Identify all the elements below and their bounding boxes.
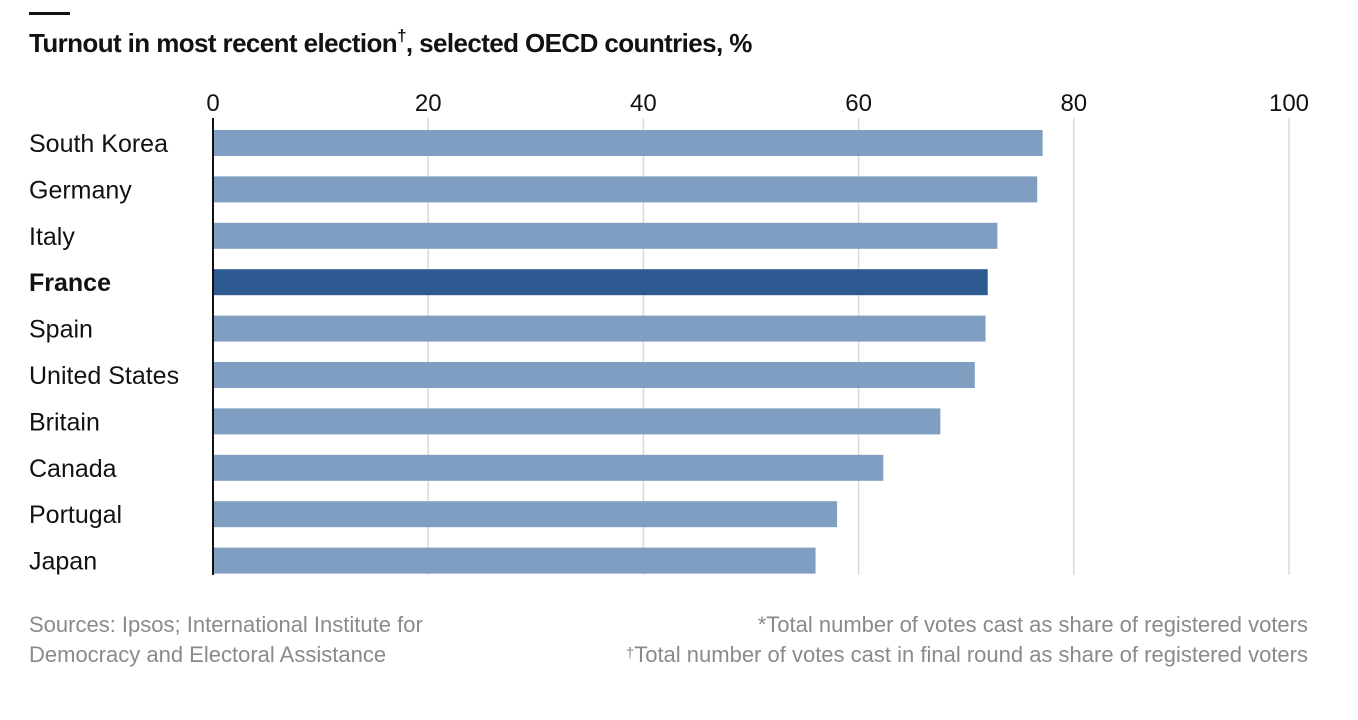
category-labels: South Korea Germany Italy France Spain United… xyxy=(29,130,179,576)
x-tick-label-40: 40 xyxy=(630,90,657,117)
category-label-britain: Britain xyxy=(29,408,100,436)
category-label-canada: Canada xyxy=(29,455,117,483)
category-label-japan: Japan xyxy=(29,548,97,576)
category-label-germany: Germany xyxy=(29,176,132,204)
x-tick-label-0: 0 xyxy=(206,90,219,117)
category-label-portugal: Portugal xyxy=(29,501,122,529)
x-tick-labels: 0 20 40 60 80 100 xyxy=(206,90,1309,117)
category-label-south-korea: South Korea xyxy=(29,130,168,158)
x-tick-label-80: 80 xyxy=(1060,90,1087,117)
chart-title-text: Turnout in most recent election xyxy=(29,28,398,58)
x-tick-label-100: 100 xyxy=(1269,90,1309,117)
bar-portugal xyxy=(213,501,838,528)
category-label-spain: Spain xyxy=(29,316,93,344)
bar-germany xyxy=(213,176,1038,203)
bar-britain xyxy=(213,408,941,435)
bar-japan xyxy=(213,547,816,574)
bar-united-states xyxy=(213,362,975,388)
bar-south-korea xyxy=(213,130,1043,156)
footnotes: *Total number of votes cast as share of … xyxy=(626,610,1308,670)
bar-italy xyxy=(213,222,998,249)
chart-title-suffix: , selected OECD countries, % xyxy=(405,28,752,58)
category-label-italy: Italy xyxy=(29,223,75,251)
footnote-final-round-text: Total number of votes cast in final roun… xyxy=(634,642,1308,667)
footnote-dagger: † xyxy=(625,645,635,662)
chart-title: Turnout in most recent election†, select… xyxy=(29,26,752,59)
category-label-united-states: United States xyxy=(29,362,179,390)
bars xyxy=(213,130,1043,574)
category-label-france: France xyxy=(29,269,111,297)
footnote-final-round: †Total number of votes cast in final rou… xyxy=(626,640,1308,670)
chart-title-dagger: † xyxy=(397,26,406,45)
source-note: Sources: Ipsos; International Institute … xyxy=(29,612,423,667)
footnote-votes: *Total number of votes cast as share of … xyxy=(757,612,1308,637)
bar-france xyxy=(213,269,988,296)
bar-spain xyxy=(213,315,986,342)
x-tick-label-60: 60 xyxy=(845,90,872,117)
top-rule xyxy=(29,12,70,15)
x-tick-label-20: 20 xyxy=(415,90,442,117)
bar-canada xyxy=(213,454,884,481)
